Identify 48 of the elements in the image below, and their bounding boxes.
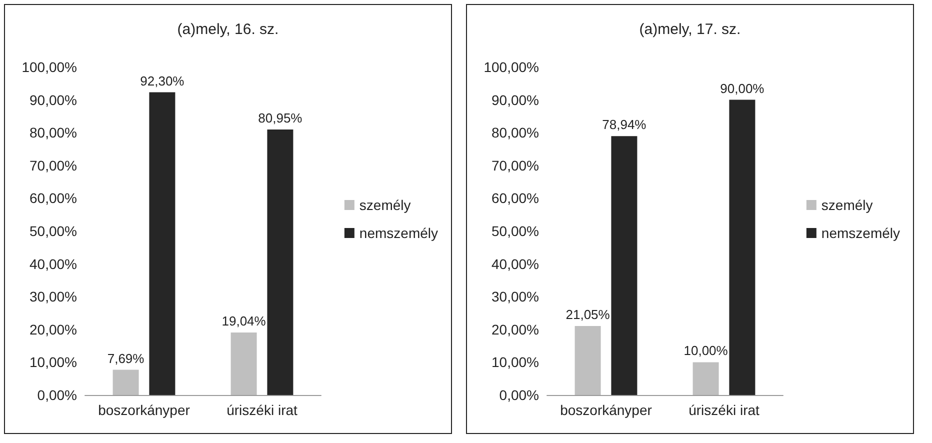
chart-title: (a)mely, 17. sz. (639, 21, 741, 38)
y-tick-label: 40,00% (30, 256, 77, 272)
y-tick-label: 100,00% (484, 59, 539, 75)
y-tick-label: 60,00% (492, 190, 539, 206)
y-tick-label: 90,00% (30, 92, 77, 108)
data-label: 19,04% (222, 314, 266, 329)
y-tick-label: 0,00% (499, 387, 539, 403)
data-label: 10,00% (684, 343, 728, 358)
data-label: 21,05% (566, 306, 610, 322)
x-tick-label: boszorkányper (560, 402, 652, 418)
bar (230, 332, 257, 395)
x-tick-label: úriszéki irat (688, 402, 760, 418)
bar (149, 92, 176, 395)
y-tick-label: 80,00% (492, 124, 539, 141)
bar (574, 326, 601, 395)
legend-label: személy (359, 197, 411, 213)
bar (692, 362, 719, 395)
legend-label: személy (821, 197, 873, 213)
legend-label: nemszemély (359, 225, 438, 241)
y-tick-label: 10,00% (30, 354, 77, 370)
y-tick-label: 20,00% (30, 321, 77, 338)
y-tick-label: 70,00% (492, 157, 539, 174)
data-label: 92,30% (140, 73, 185, 88)
y-tick-label: 30,00% (30, 288, 77, 305)
y-tick-label: 70,00% (30, 157, 77, 174)
data-label: 7,69% (107, 350, 145, 366)
chart-title: (a)mely, 16. sz. (177, 21, 279, 38)
y-tick-label: 50,00% (30, 223, 77, 239)
y-tick-label: 40,00% (492, 256, 539, 272)
y-tick-label: 100,00% (22, 59, 77, 75)
x-tick-label: úriszéki irat (226, 402, 298, 418)
bar (112, 370, 139, 395)
bar (611, 136, 638, 395)
y-tick-label: 80,00% (30, 124, 77, 141)
y-tick-label: 10,00% (492, 354, 539, 370)
y-tick-label: 60,00% (30, 190, 77, 206)
y-tick-label: 90,00% (492, 92, 539, 108)
y-tick-label: 30,00% (492, 288, 539, 305)
y-tick-label: 50,00% (492, 223, 539, 239)
y-tick-label: 20,00% (492, 321, 539, 338)
y-tick-label: 0,00% (37, 387, 77, 403)
bar (729, 100, 756, 395)
data-label: 90,00% (720, 80, 765, 96)
x-tick-label: boszorkányper (98, 402, 190, 418)
bar (267, 129, 294, 395)
legend-label: nemszemély (821, 225, 900, 241)
data-label: 80,95% (258, 110, 303, 126)
data-label: 78,94% (602, 117, 647, 132)
